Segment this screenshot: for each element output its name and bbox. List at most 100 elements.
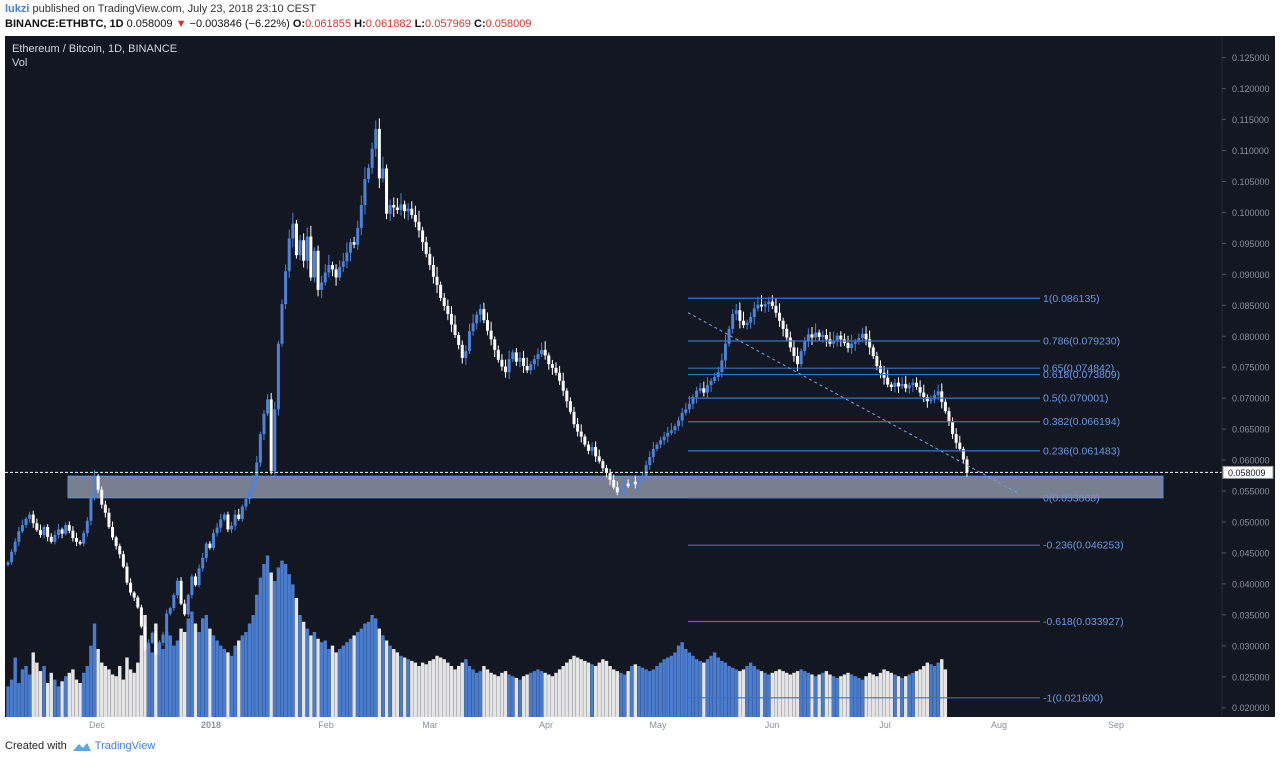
candle-body (367, 167, 371, 180)
volume-bar (244, 632, 248, 717)
volume-bar (247, 623, 252, 717)
volume-bar (237, 640, 241, 717)
volume-bar (103, 666, 108, 717)
volume-bar (121, 679, 126, 717)
author-link[interactable]: lukzi (5, 3, 30, 15)
volume-bar (684, 649, 688, 717)
volume-bar (118, 666, 122, 717)
volume-bar (831, 676, 836, 717)
volume-bar (622, 674, 627, 717)
candle-body (741, 320, 745, 326)
candle-body (208, 543, 212, 548)
volume-bar (215, 640, 219, 717)
volume-bar (702, 662, 706, 717)
volume-bar (85, 666, 90, 717)
candle-body (702, 388, 706, 393)
candle-body (767, 301, 771, 305)
volume-bar (748, 662, 753, 717)
volume-bar (413, 662, 418, 717)
y-axis[interactable]: 0.125000 0.120000 0.115000 0.110000 0.105000… (1221, 36, 1270, 717)
volume-bar (265, 555, 270, 717)
volume-bar (45, 683, 50, 717)
open-label: O: (292, 18, 306, 30)
volume-bar (529, 672, 533, 717)
candle-body (565, 390, 569, 402)
volume-bar (680, 642, 684, 717)
volume-bar (604, 660, 609, 717)
volume-bar (482, 666, 486, 717)
volume-bar (723, 662, 728, 717)
candle-body (760, 304, 763, 307)
candle-body (824, 335, 828, 340)
volume-bar (49, 672, 53, 717)
chart-background (5, 36, 1275, 717)
candle-body (817, 332, 821, 337)
volume-bar (233, 645, 237, 717)
candle-body (799, 351, 803, 365)
x-tick-label: Mar (422, 720, 438, 730)
volume-bar (219, 645, 223, 717)
candle-body (918, 387, 922, 393)
candle-body (623, 483, 626, 490)
candle-body (723, 343, 727, 361)
volume-bar (204, 615, 208, 717)
volume-bar (251, 615, 255, 717)
x-tick-label: May (649, 720, 667, 730)
tradingview-brand-link[interactable]: TradingView (94, 740, 156, 752)
volume-bar (785, 672, 789, 717)
candle-body (594, 447, 598, 457)
candle-body (597, 456, 601, 462)
volume-bar (572, 655, 576, 717)
volume-bar (330, 645, 335, 717)
volume-bar (496, 676, 501, 717)
candle-body (846, 343, 850, 349)
volume-bar (258, 577, 263, 717)
publish-info: lukzi published on TradingView.com, July… (5, 3, 316, 15)
candle-body (965, 459, 969, 473)
candle-body (89, 498, 93, 521)
volume-bar (550, 676, 555, 717)
candle-body (215, 527, 219, 534)
volume-bar (269, 572, 273, 717)
candle-body (204, 543, 208, 558)
close-label: C: (474, 18, 486, 30)
candle-body (262, 413, 266, 435)
candle-body (464, 351, 468, 358)
candle-body (752, 308, 756, 318)
candle-body (85, 520, 89, 534)
volume-bar (889, 672, 893, 717)
candle-body (175, 580, 179, 596)
volume-bar (611, 669, 616, 717)
x-axis[interactable]: Dec 2018 Feb Mar Apr May Jun Jul Aug Sep (89, 720, 1124, 730)
candle-body (886, 377, 890, 385)
candle-body (770, 301, 774, 306)
candle-body (922, 392, 926, 397)
fib-retracement[interactable]: 1(0.086135) 0.786(0.079230) 0.65(0.074842)… (688, 293, 1124, 705)
x-tick-label: Aug (991, 720, 1007, 730)
price-chart[interactable]: 1(0.086135) 0.786(0.079230) 0.65(0.074842)… (0, 0, 1280, 740)
candle-body (590, 447, 594, 451)
footer: Created with TradingView (5, 740, 155, 752)
volume-bar (186, 618, 190, 717)
candle-body (467, 331, 471, 352)
candle-body (911, 382, 915, 386)
candle-body (201, 557, 205, 569)
volume-bar (882, 669, 886, 717)
candle-body (630, 481, 634, 487)
volume-bar (694, 659, 699, 717)
y-tick-label: 0.020000 (1232, 703, 1270, 713)
volume-bar (323, 640, 327, 717)
y-tick-label: 0.120000 (1232, 84, 1270, 94)
candle-body (312, 250, 316, 278)
candle-body (276, 343, 280, 410)
fib-label: 0.618(0.073809) (1043, 369, 1120, 381)
volume-bar (402, 657, 407, 717)
volume-bar (565, 662, 569, 717)
volume-bar (222, 649, 227, 717)
candle-body (334, 269, 338, 278)
candle-body (471, 323, 475, 332)
volume-bar (767, 674, 771, 717)
volume-bar (316, 638, 320, 717)
candle-body (305, 236, 309, 261)
volume-bar (741, 669, 746, 717)
